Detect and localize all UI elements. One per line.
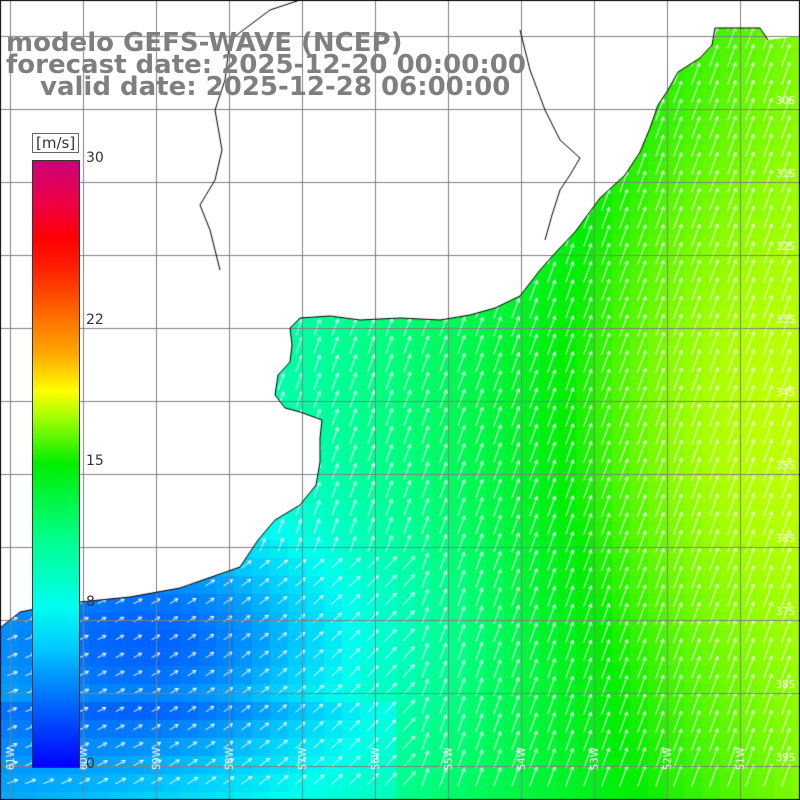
colorbar-tick-15: 15 xyxy=(86,453,104,469)
colorbar-tick-30: 30 xyxy=(86,150,104,166)
colorbar-tick-8: 8 xyxy=(86,594,95,611)
colorbar-unit-label: [m/s] xyxy=(32,133,80,153)
forecast-date: forecast date: 2025-12-20 00:00:00 xyxy=(6,50,526,80)
colorbar-tick-22: 22 xyxy=(86,311,104,328)
valid-date: valid date: 2025-12-28 06:00:00 xyxy=(40,72,511,102)
model-title: modelo GEFS-WAVE (NCEP) xyxy=(6,28,403,58)
colorbar-tick-0: 0 xyxy=(86,756,95,772)
wind-speed-colorbar xyxy=(32,160,80,768)
